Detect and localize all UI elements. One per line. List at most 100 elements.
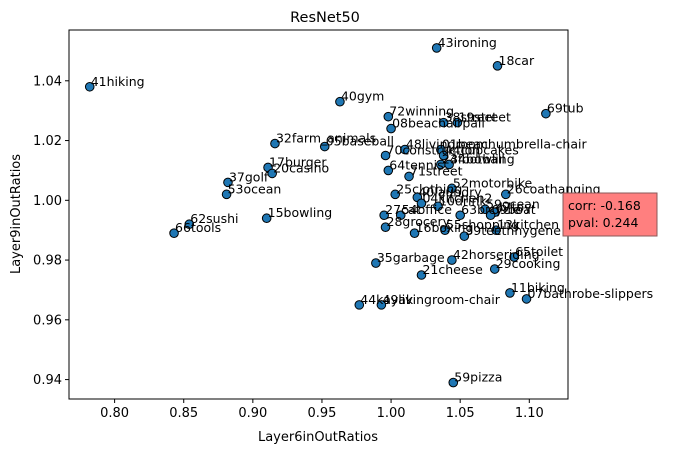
data-point bbox=[84, 81, 95, 92]
data-point bbox=[416, 198, 427, 209]
x-tick-label: 0.90 bbox=[238, 406, 267, 421]
data-point bbox=[431, 43, 442, 53]
point-label: 48livingroom bbox=[406, 137, 488, 152]
point-label: 37golf bbox=[229, 169, 269, 184]
point-label: 39teethhygene bbox=[465, 223, 561, 238]
y-tick-label: 0.96 bbox=[33, 313, 62, 328]
data-point bbox=[383, 111, 394, 122]
y-axis-ticks: 0.94 0.96 0.98 1.00 1.02 1.04 bbox=[33, 74, 69, 388]
point-label: 19street bbox=[458, 110, 511, 125]
point-label: 01beachumbrella-chair bbox=[442, 137, 588, 152]
x-tick-label: 0.80 bbox=[100, 406, 129, 421]
data-point bbox=[319, 141, 330, 152]
data-point bbox=[459, 231, 470, 241]
point-label: 15bowling bbox=[268, 205, 333, 220]
point-label: 38street bbox=[445, 110, 498, 125]
data-point bbox=[438, 117, 449, 128]
data-point bbox=[169, 228, 179, 238]
point-label: 66tools bbox=[175, 220, 221, 235]
data-point bbox=[416, 270, 427, 280]
point-label: 17burger bbox=[269, 154, 327, 169]
data-point bbox=[409, 228, 420, 238]
data-point bbox=[184, 219, 195, 230]
data-point bbox=[500, 189, 511, 200]
data-point bbox=[447, 183, 457, 194]
data-point bbox=[379, 210, 389, 221]
data-point bbox=[438, 150, 449, 161]
point-label: 72winning bbox=[389, 104, 454, 119]
annotation-box bbox=[562, 192, 658, 237]
data-point bbox=[485, 210, 496, 221]
data-points bbox=[84, 43, 551, 388]
data-point bbox=[505, 288, 515, 298]
data-point bbox=[521, 294, 532, 304]
data-point bbox=[386, 123, 396, 134]
data-point bbox=[270, 138, 280, 149]
point-label: 71street bbox=[410, 163, 463, 178]
point-label: 69tub bbox=[547, 101, 584, 116]
point-label: 54office bbox=[402, 202, 453, 217]
point-label: 21cheese bbox=[422, 262, 483, 277]
point-label: 20casino bbox=[273, 160, 329, 175]
point-label: 59ocean bbox=[486, 196, 540, 211]
point-label: 40laundry bbox=[418, 184, 482, 199]
data-point bbox=[223, 177, 233, 188]
data-point bbox=[400, 144, 410, 155]
point-label: 42horseriding bbox=[453, 247, 540, 262]
data-point bbox=[390, 189, 401, 200]
point-label: 40gym bbox=[341, 89, 384, 104]
data-point bbox=[380, 222, 391, 232]
x-tick-label: 0.85 bbox=[169, 406, 198, 421]
data-point bbox=[383, 165, 394, 176]
point-label: 59pizza bbox=[454, 370, 502, 385]
data-point bbox=[261, 213, 272, 224]
y-tick-label: 1.00 bbox=[33, 194, 62, 209]
point-label: 47toy bbox=[496, 199, 532, 214]
data-point bbox=[492, 61, 503, 71]
x-tick-label: 1.00 bbox=[377, 406, 406, 421]
point-label: 44kayak bbox=[360, 292, 414, 307]
x-tick-label: 1.05 bbox=[446, 406, 475, 421]
point-label: 44cupcakes bbox=[445, 142, 519, 157]
data-point bbox=[371, 258, 381, 268]
point-label: 27cat bbox=[385, 202, 420, 217]
chart-title: ResNet50 bbox=[290, 10, 360, 26]
point-label: 16boxing bbox=[416, 220, 474, 235]
annotation-corr: corr: -0.168 bbox=[568, 198, 641, 213]
x-axis-label: Layer6inOutRatios bbox=[258, 430, 378, 445]
point-label: 70construction bbox=[387, 142, 481, 157]
data-point bbox=[376, 300, 387, 310]
point-label: 63bicycle bbox=[461, 202, 521, 217]
x-tick-label: 0.95 bbox=[307, 406, 336, 421]
x-axis-ticks: 0.80 0.85 0.90 0.95 1.00 1.05 1.10 bbox=[100, 399, 544, 421]
y-tick-label: 0.94 bbox=[33, 373, 62, 388]
y-tick-label: 0.98 bbox=[33, 254, 62, 269]
data-point bbox=[440, 225, 450, 235]
point-label: 04kitchen2 bbox=[422, 190, 492, 205]
data-point bbox=[221, 189, 232, 200]
data-point bbox=[433, 201, 443, 212]
point-label: 32farm_animals bbox=[276, 131, 376, 146]
correlation-annotation: corr: -0.168 pval: 0.244 bbox=[562, 192, 658, 237]
data-point bbox=[491, 225, 501, 235]
data-point bbox=[480, 204, 490, 215]
data-point bbox=[444, 159, 454, 170]
data-point bbox=[489, 264, 500, 274]
point-label: 29cooking bbox=[496, 256, 561, 271]
point-label: 62sushi bbox=[190, 211, 238, 226]
y-tick-label: 1.02 bbox=[33, 134, 62, 149]
data-point bbox=[354, 300, 365, 310]
point-label: 53ocean bbox=[228, 181, 282, 196]
y-axis-label: Layer9inOutRatios bbox=[9, 154, 24, 274]
data-point bbox=[395, 210, 406, 221]
data-point bbox=[404, 171, 414, 182]
data-point bbox=[267, 168, 277, 179]
point-label: 49livingroom-chair bbox=[382, 292, 500, 307]
x-tick-label: 1.10 bbox=[515, 406, 544, 421]
data-point bbox=[380, 150, 391, 161]
point-label: 09boat bbox=[492, 202, 536, 217]
annotation-pval: pval: 0.244 bbox=[568, 215, 638, 230]
point-label: 11biking bbox=[511, 280, 565, 295]
data-point bbox=[509, 252, 519, 262]
data-point bbox=[335, 96, 345, 107]
